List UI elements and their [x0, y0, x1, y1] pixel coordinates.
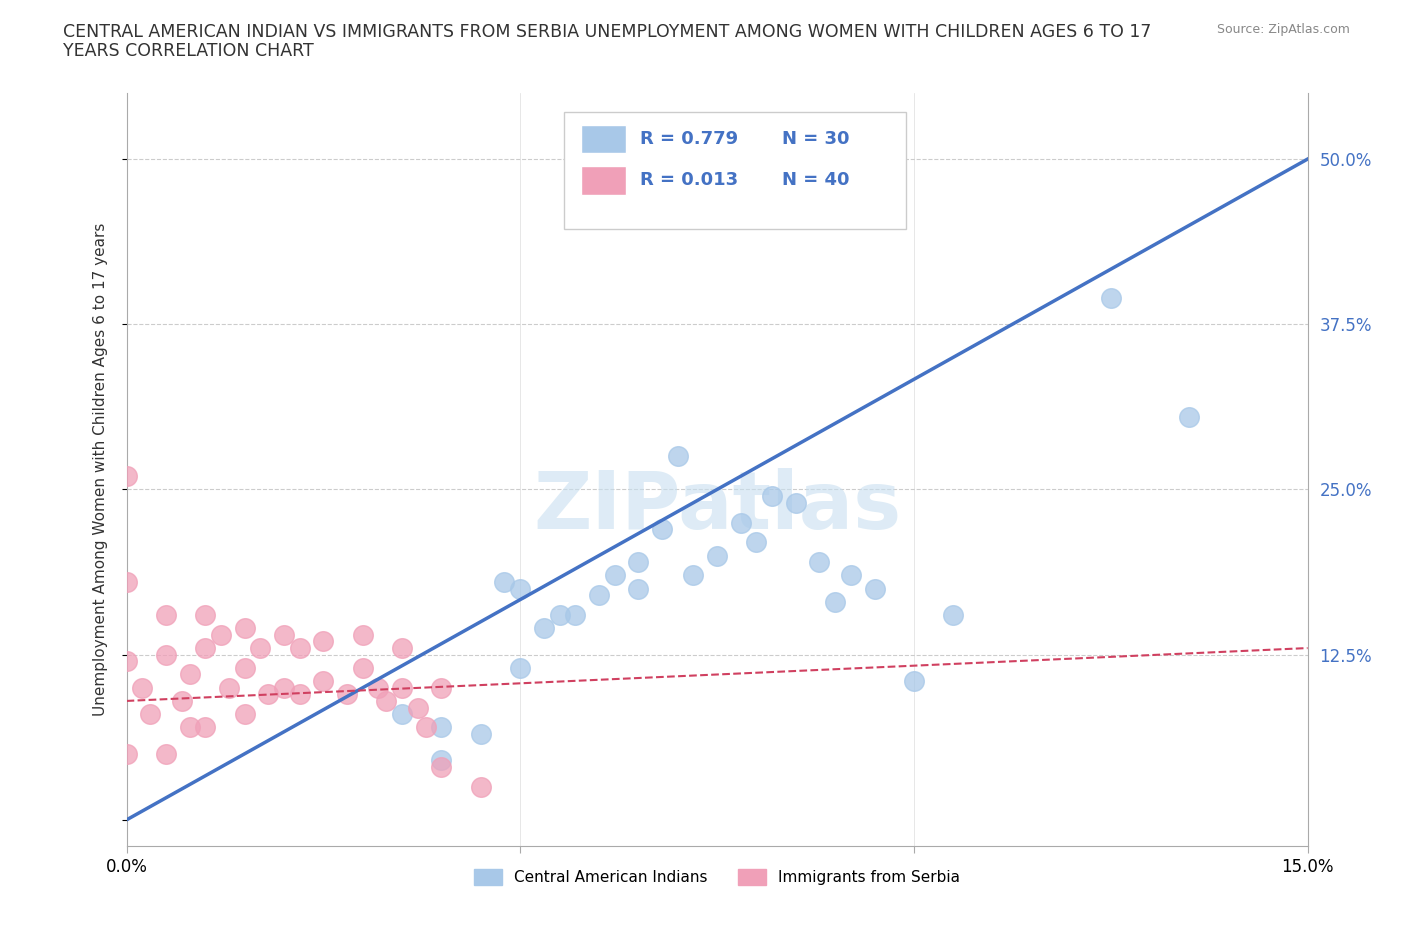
Point	[1099, 290, 1122, 305]
Point	[509, 581, 531, 596]
Point	[194, 641, 217, 656]
Point	[761, 488, 783, 503]
Point	[115, 747, 138, 762]
Point	[155, 647, 177, 662]
Point	[375, 694, 398, 709]
Point	[139, 707, 162, 722]
Text: ZIPatlas: ZIPatlas	[533, 469, 901, 546]
Point	[288, 641, 311, 656]
Point	[430, 720, 453, 735]
Point	[179, 720, 201, 735]
Text: R = 0.779: R = 0.779	[640, 130, 738, 148]
Text: CENTRAL AMERICAN INDIAN VS IMMIGRANTS FROM SERBIA UNEMPLOYMENT AMONG WOMEN WITH : CENTRAL AMERICAN INDIAN VS IMMIGRANTS FR…	[63, 23, 1152, 41]
Point	[391, 641, 413, 656]
Point	[273, 628, 295, 643]
Text: N = 30: N = 30	[782, 130, 849, 148]
Point	[155, 747, 177, 762]
Legend: Central American Indians, Immigrants from Serbia: Central American Indians, Immigrants fro…	[468, 863, 966, 891]
Point	[863, 581, 886, 596]
Y-axis label: Unemployment Among Women with Children Ages 6 to 17 years: Unemployment Among Women with Children A…	[93, 223, 108, 716]
Point	[352, 660, 374, 675]
Point	[179, 667, 201, 682]
Point	[170, 694, 193, 709]
Point	[903, 673, 925, 688]
Point	[627, 554, 650, 569]
Point	[564, 607, 586, 622]
Point	[312, 634, 335, 649]
Point	[415, 720, 437, 735]
Point	[942, 607, 965, 622]
Point	[509, 660, 531, 675]
Point	[470, 726, 492, 741]
Point	[233, 660, 256, 675]
Point	[548, 607, 571, 622]
Point	[391, 707, 413, 722]
Point	[352, 628, 374, 643]
Point	[588, 588, 610, 603]
Text: N = 40: N = 40	[782, 171, 849, 190]
Point	[730, 515, 752, 530]
Point	[470, 779, 492, 794]
Point	[430, 760, 453, 775]
Point	[627, 581, 650, 596]
Point	[209, 628, 232, 643]
Text: Source: ZipAtlas.com: Source: ZipAtlas.com	[1216, 23, 1350, 36]
FancyBboxPatch shape	[581, 166, 626, 194]
Point	[336, 687, 359, 702]
Point	[406, 700, 429, 715]
Point	[391, 680, 413, 695]
Text: YEARS CORRELATION CHART: YEARS CORRELATION CHART	[63, 42, 314, 60]
Point	[745, 535, 768, 550]
Point	[194, 720, 217, 735]
Point	[603, 568, 626, 583]
FancyBboxPatch shape	[564, 112, 905, 229]
Point	[312, 673, 335, 688]
Point	[115, 575, 138, 590]
FancyBboxPatch shape	[581, 125, 626, 153]
Point	[706, 548, 728, 563]
Point	[233, 707, 256, 722]
Point	[824, 594, 846, 609]
Point	[430, 680, 453, 695]
Point	[367, 680, 389, 695]
Point	[273, 680, 295, 695]
Point	[115, 654, 138, 669]
Point	[494, 575, 516, 590]
Point	[131, 680, 153, 695]
Point	[839, 568, 862, 583]
Point	[115, 469, 138, 484]
Text: R = 0.013: R = 0.013	[640, 171, 738, 190]
Point	[257, 687, 280, 702]
Point	[651, 522, 673, 537]
Point	[808, 554, 831, 569]
Point	[1178, 409, 1201, 424]
Point	[288, 687, 311, 702]
Point	[785, 496, 807, 511]
Point	[194, 607, 217, 622]
Point	[155, 607, 177, 622]
Point	[533, 621, 555, 636]
Point	[218, 680, 240, 695]
Point	[430, 753, 453, 768]
Point	[682, 568, 704, 583]
Point	[666, 449, 689, 464]
Point	[233, 621, 256, 636]
Point	[249, 641, 271, 656]
